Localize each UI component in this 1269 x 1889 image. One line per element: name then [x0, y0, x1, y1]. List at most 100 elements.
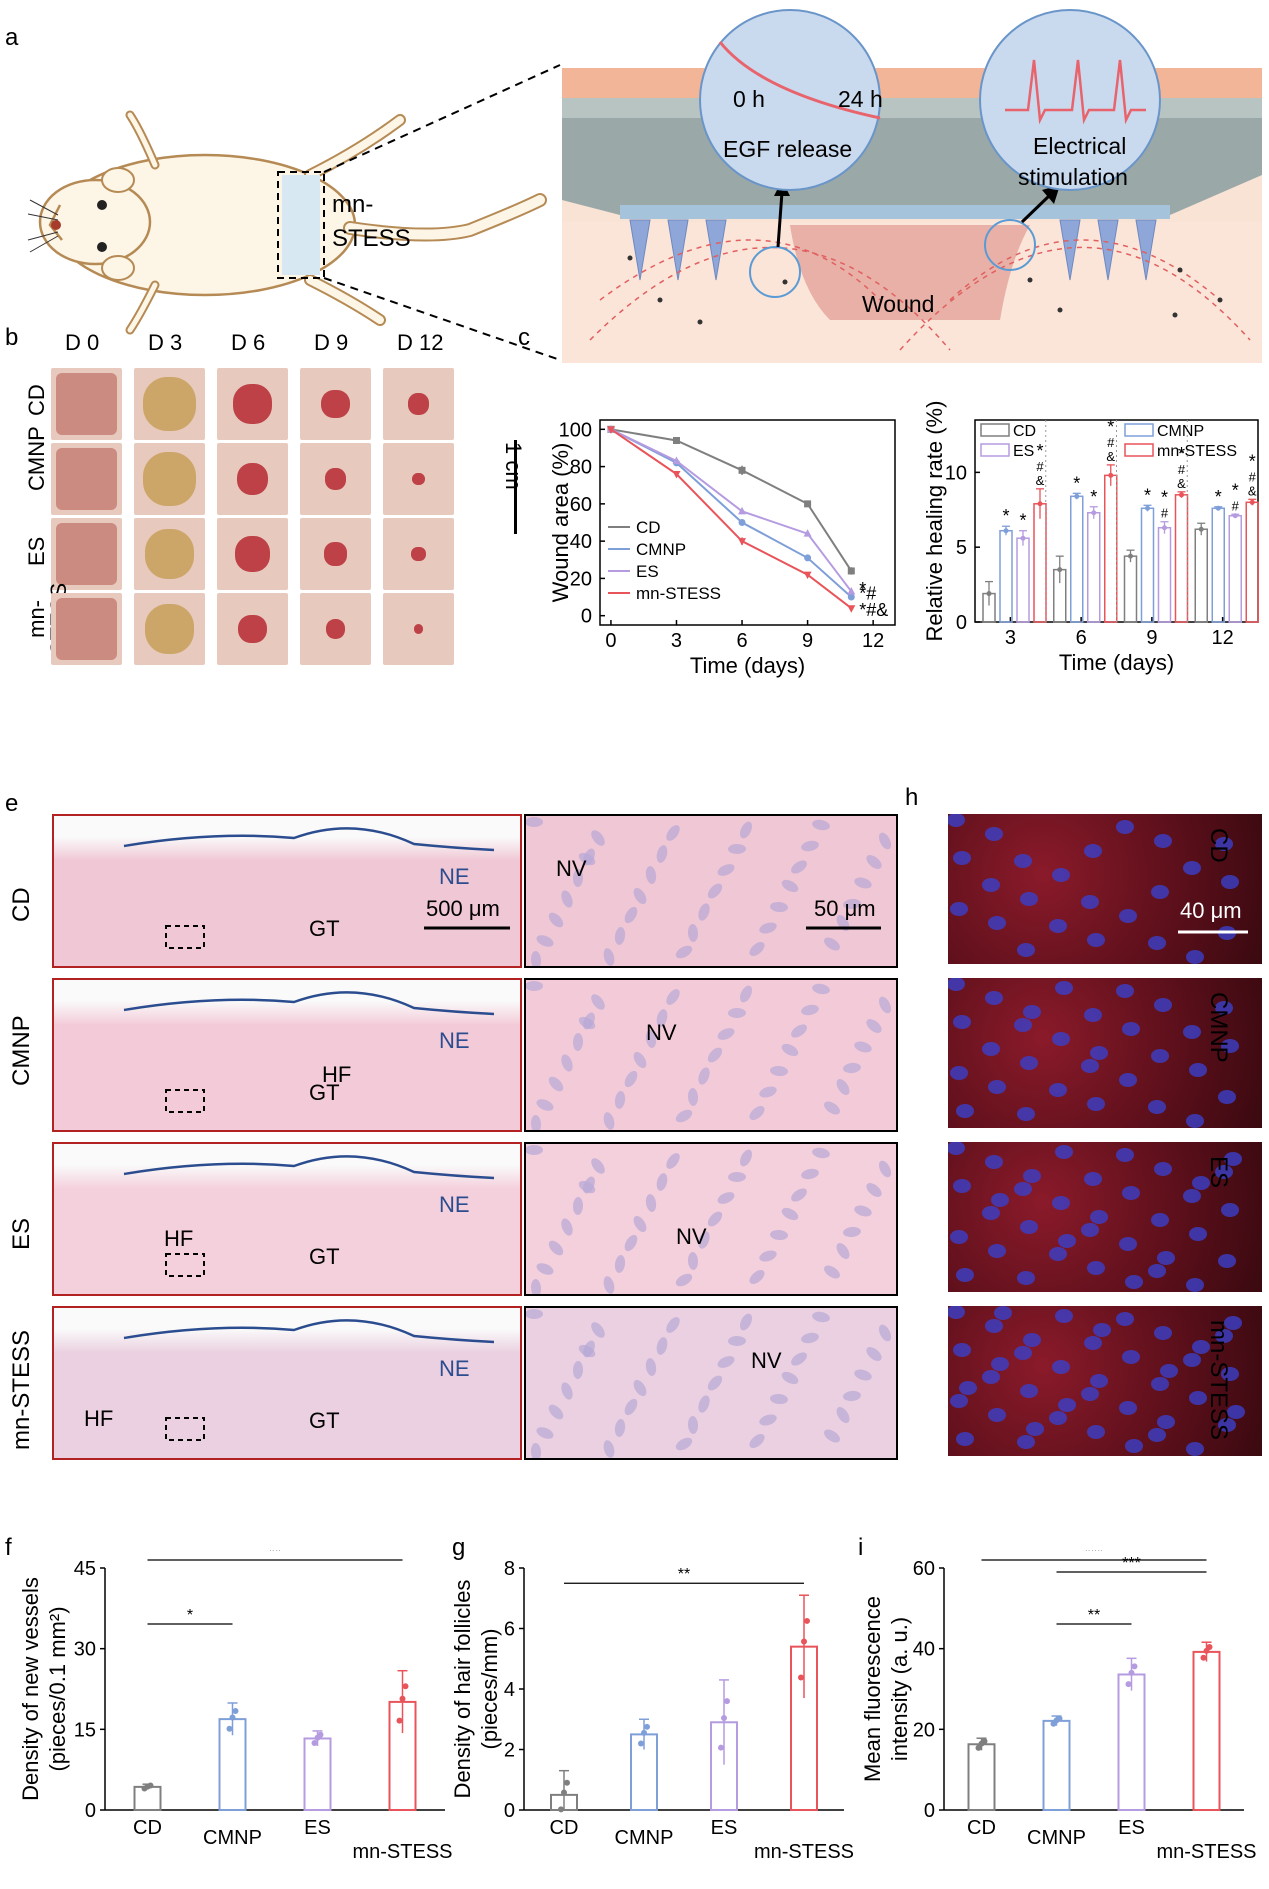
cell-nucleus — [1020, 1056, 1038, 1070]
cell-nucleus — [1224, 1316, 1242, 1330]
bar — [133, 1785, 162, 1811]
fluorescence-row-label: ES — [1205, 1156, 1232, 1189]
data-point — [561, 1789, 567, 1796]
gt-label: GT — [309, 1080, 340, 1105]
magnification-box — [165, 1253, 205, 1277]
cell-nucleus — [687, 924, 699, 942]
cell-nucleus — [781, 1207, 799, 1221]
cell-nucleus — [1116, 1312, 1134, 1326]
wound-photo-tile — [300, 518, 371, 590]
cell-nucleus — [591, 1322, 605, 1338]
bar — [1117, 1673, 1146, 1812]
cell-nucleus — [666, 989, 680, 1005]
cell-nucleus — [1023, 1169, 1041, 1183]
bar — [1211, 507, 1225, 623]
cell-nucleus — [991, 1357, 1009, 1371]
wound-cross-section — [562, 9, 1262, 363]
x-tick-label: 3 — [1005, 627, 1016, 649]
cell-nucleus — [950, 902, 968, 916]
cell-nucleus — [991, 1193, 1009, 1207]
gt-label: GT — [309, 916, 340, 941]
data-point — [724, 1698, 730, 1705]
cell-nucleus — [956, 1104, 974, 1118]
cell-nucleus — [1221, 875, 1239, 889]
cell-nucleus — [1183, 1353, 1201, 1367]
cell-nucleus — [812, 1311, 830, 1323]
cell-nucleus — [791, 1024, 807, 1038]
cell-nucleus — [1052, 1196, 1070, 1210]
data-point — [1003, 528, 1009, 534]
data-point — [847, 586, 856, 595]
cell-nucleus — [645, 1030, 657, 1048]
legend-label: CMNP — [636, 540, 686, 559]
y-tick-label: 60 — [913, 1558, 935, 1580]
histology-row-label: mn-STESS — [8, 1329, 35, 1450]
wound-area-chart: 0 20 40 60 80 100 0 3 6 9 12 Time (days) Wound area … — [548, 419, 896, 678]
fluorescence-image: 40 μm — [948, 814, 1262, 964]
cell-nucleus — [583, 1340, 595, 1358]
legend-swatch — [980, 443, 1010, 457]
fluorescence-row-label: mn-STESS — [1205, 1320, 1232, 1441]
cell-nucleus — [603, 1276, 615, 1294]
cell-nucleus — [666, 1153, 680, 1169]
y-tick-label: 15 — [74, 1719, 96, 1741]
cell-nucleus — [633, 1051, 647, 1069]
significance-marker: & — [1036, 473, 1045, 488]
wound-spot — [407, 393, 430, 415]
cell-nucleus — [1119, 1237, 1137, 1251]
cell-nucleus — [759, 1086, 777, 1098]
cell-nucleus — [770, 1065, 788, 1077]
cell-nucleus — [572, 1033, 584, 1051]
data-point — [1128, 1669, 1135, 1676]
histology-high-mag: NV — [524, 1142, 898, 1296]
legend-swatch — [1124, 423, 1154, 437]
wound-photo-tile — [383, 368, 454, 440]
x-tick-label: ES — [1118, 1817, 1145, 1839]
cell-nucleus — [1087, 1097, 1105, 1111]
wound-photo-tile — [134, 368, 205, 440]
data-point — [975, 1744, 982, 1751]
cell-nucleus — [728, 1007, 746, 1019]
x-axis-label: Time (days) — [1059, 650, 1174, 675]
fluorescence-overlay — [948, 978, 1239, 1128]
x-tick-label: CD — [133, 1817, 162, 1839]
legend-label: CD — [636, 518, 661, 537]
wound-spot — [238, 614, 267, 644]
cell-nucleus — [591, 1158, 605, 1174]
cell-nucleus — [956, 1268, 974, 1282]
cell-nucleus — [687, 1088, 699, 1106]
nv-label: NV — [676, 1224, 707, 1249]
cell-nucleus — [1151, 1213, 1169, 1227]
cell-nucleus — [572, 1361, 584, 1379]
wound-photo-tile — [217, 368, 288, 440]
cell-nucleus — [781, 879, 799, 893]
device-label-line1: mn- — [332, 191, 373, 218]
data-point — [1200, 1654, 1207, 1661]
hair-follicle-chart: 0 2 4 6 8 CD CMNP ES mn-STESS ** Density of hair f… — [452, 1558, 854, 1863]
cell-nucleus — [561, 1218, 573, 1236]
cell-nucleus — [1026, 1422, 1044, 1436]
cell-nucleus — [728, 1171, 746, 1183]
cell-nucleus — [583, 1176, 595, 1194]
x-tick-label: CD — [967, 1817, 996, 1839]
cell-nucleus — [1186, 1114, 1204, 1128]
cell-nucleus — [1049, 919, 1067, 933]
fluorescence-image — [948, 978, 1262, 1128]
cell-nucleus — [1084, 844, 1102, 858]
y-tick-label: 0 — [581, 606, 592, 628]
wound-spot — [412, 472, 425, 486]
wound-photo-tile — [217, 593, 288, 665]
cell-nucleus — [1215, 1329, 1233, 1343]
cell-nucleus — [843, 1390, 861, 1402]
cell-nucleus — [948, 1142, 965, 1155]
data-point — [641, 1729, 647, 1736]
x-tick-label: 9 — [802, 630, 813, 652]
cell-nucleus — [801, 1168, 819, 1180]
bar — [1174, 494, 1189, 623]
data-point — [1232, 513, 1238, 519]
cell-nucleus — [1014, 1182, 1032, 1196]
legend-label: CD — [1013, 423, 1036, 440]
data-point — [564, 1779, 570, 1786]
data-point — [1145, 505, 1150, 511]
cell-nucleus — [717, 1028, 735, 1040]
